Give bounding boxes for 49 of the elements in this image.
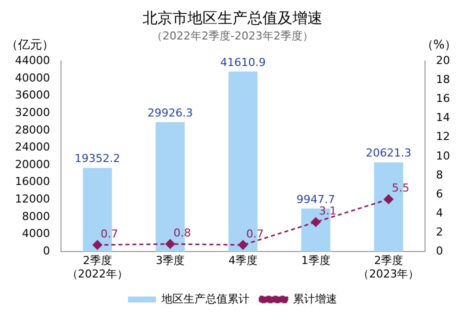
legend-label: 累计增速	[293, 292, 337, 306]
y2-tick-label: 14	[436, 111, 450, 124]
y2-tick-label: 18	[436, 73, 450, 86]
y-tick-label: 12000	[14, 192, 50, 206]
y-tick-label: 20000	[14, 158, 50, 171]
x-tick-label: 2季度（2023年）	[358, 254, 420, 280]
y2-tick-label: 2	[436, 225, 444, 238]
y2-tick-label: 12	[436, 130, 450, 144]
x-tick-label: 1季度	[301, 254, 330, 268]
point	[92, 240, 102, 250]
point	[238, 240, 248, 250]
x-tick-label: 4季度	[228, 254, 258, 268]
y2-tick-label: 8	[436, 168, 444, 182]
point	[165, 239, 175, 249]
y2-axis-title: （%）	[421, 37, 457, 52]
y-tick-label: 4000	[22, 227, 50, 240]
x-tick-label: 2季度（2022年）	[66, 254, 128, 280]
data-label: 0.7	[246, 227, 264, 240]
y2-tick-label: 6	[436, 187, 444, 200]
y2-tick-label: 4	[436, 206, 444, 220]
y2-tick-label: 20	[436, 54, 450, 68]
y-tick-label: 0	[42, 244, 50, 258]
y-tick-label: 32000	[14, 106, 50, 119]
data-label: 29926.3	[147, 106, 193, 120]
point	[311, 217, 321, 227]
y2-tick-label: 16	[436, 92, 450, 106]
point	[384, 194, 394, 204]
y-tick-label: 28000	[14, 123, 50, 136]
data-label: 41610.9	[220, 56, 266, 69]
y-tick-label: 8000	[22, 210, 50, 223]
data-label: 0.8	[173, 226, 191, 240]
legend-label: 地区生产总值累计	[160, 292, 250, 306]
data-label: 20621.3	[366, 146, 412, 160]
y-tick-label: 24000	[14, 140, 50, 154]
x-tick-label: 3季度	[156, 254, 185, 268]
chart-title: 北京市地区生产总值及增速	[142, 8, 322, 27]
y-axis-title: （亿元）	[6, 37, 54, 52]
data-label: 5.5	[392, 182, 410, 195]
data-label: 0.7	[100, 227, 118, 240]
data-label: 19352.2	[74, 152, 120, 166]
y2-tick-label: 0	[436, 244, 444, 258]
chart-subtitle: （2022年2季度-2023年2季度）	[152, 29, 314, 42]
y-tick-label: 40000	[14, 71, 50, 84]
data-label: 3.1	[319, 204, 337, 218]
y-tick-label: 36000	[14, 88, 50, 102]
data-label: 9947.7	[296, 192, 336, 206]
y-tick-label: 44000	[14, 54, 50, 68]
y2-tick-label: 10	[436, 149, 450, 162]
y-tick-label: 16000	[14, 175, 50, 188]
